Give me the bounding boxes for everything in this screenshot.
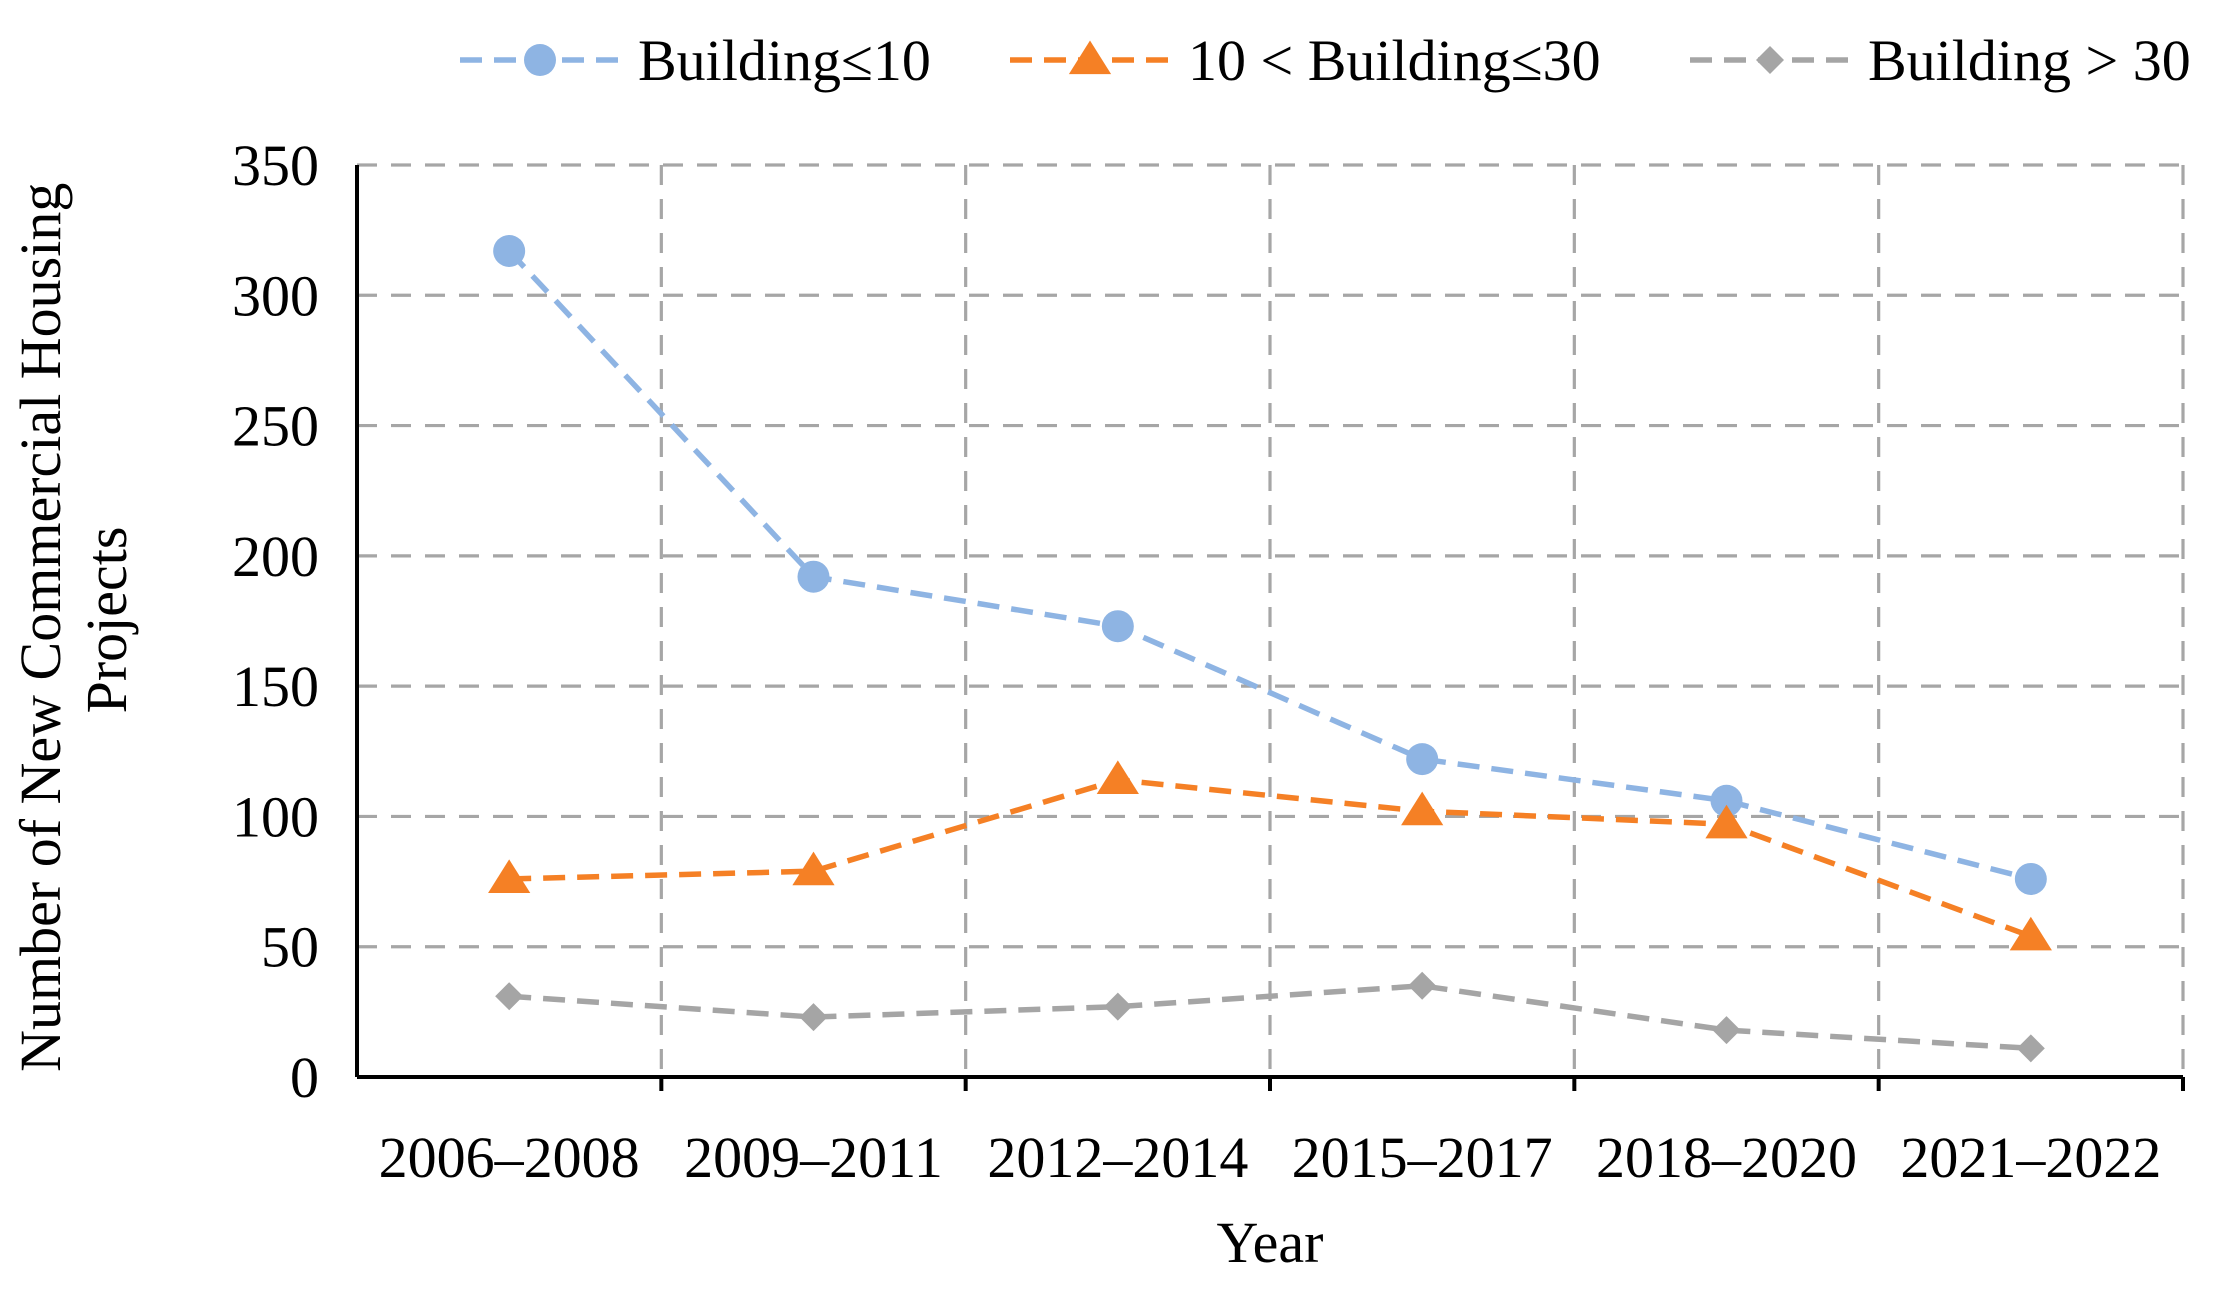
- y-axis-title-line-2: Projects: [74, 527, 139, 714]
- series-3: [495, 971, 2045, 1063]
- legend-label: Building≤10: [638, 28, 931, 93]
- x-tick-label: 2015–2017: [1292, 1125, 1553, 1190]
- y-tick-label: 200: [232, 524, 319, 589]
- series-line: [508, 983, 2031, 1052]
- data-point-triangle: [1705, 804, 1748, 839]
- y-tick-label: 0: [290, 1045, 319, 1110]
- y-tick-label: 300: [232, 263, 319, 328]
- series-group: [488, 234, 2052, 1063]
- y-tick-label: 50: [261, 915, 319, 980]
- data-point-circle: [493, 234, 526, 267]
- data-point-triangle: [488, 859, 531, 894]
- legend-item: 10 < Building≤30: [1010, 28, 1601, 93]
- data-point-circle: [1406, 743, 1439, 776]
- x-tick-label: 2009–2011: [684, 1125, 943, 1190]
- data-point-diamond: [2016, 1034, 2045, 1063]
- series-line: [509, 777, 2032, 939]
- data-point-diamond: [1408, 971, 1437, 1000]
- data-point-triangle: [2009, 916, 2052, 951]
- legend-label: Building > 30: [1868, 28, 2191, 93]
- series-line: [507, 249, 2032, 882]
- x-tick-labels: 2006–2008 2009–2011 2012–2014 2015–2017 2018…: [379, 1125, 2162, 1190]
- y-tick-label: 100: [232, 784, 319, 849]
- axes: [355, 165, 2183, 1079]
- data-point-circle: [797, 560, 830, 593]
- data-point-triangle: [1096, 760, 1139, 795]
- y-tick-label: 250: [232, 394, 319, 459]
- x-tick-label: 2018–2020: [1596, 1125, 1857, 1190]
- legend-item: Building≤10: [460, 28, 931, 93]
- legend-marker-diamond: [1756, 46, 1784, 74]
- data-point-diamond: [495, 982, 524, 1011]
- x-tick-label: 2006–2008: [379, 1125, 640, 1190]
- data-point-circle: [1101, 610, 1134, 643]
- legend-item: Building > 30: [1690, 28, 2191, 93]
- data-point-triangle: [792, 851, 835, 886]
- x-tick-label: 2012–2014: [987, 1125, 1248, 1190]
- series-1: [493, 234, 2047, 895]
- x-tick-label: 2021–2022: [1900, 1125, 2161, 1190]
- data-point-diamond: [799, 1003, 828, 1032]
- data-point-triangle: [1401, 791, 1444, 826]
- y-tick-label: 350: [232, 133, 319, 198]
- data-point-diamond: [1103, 992, 1132, 1021]
- legend-marker-triangle: [1068, 40, 1112, 75]
- data-point-circle: [1710, 784, 1743, 817]
- legend-marker-circle: [524, 44, 556, 76]
- series-2: [488, 760, 2052, 951]
- data-point-diamond: [1712, 1016, 1741, 1045]
- y-axis-title-line-1: Number of New Commercial Housing: [8, 183, 73, 1072]
- y-axis-title: Number of New Commercial Housing Project…: [8, 168, 139, 1072]
- x-axis-title: Year: [1217, 1210, 1324, 1275]
- legend: Building≤10 10 < Building≤30 Building > 30: [460, 28, 2191, 93]
- data-point-circle: [2014, 862, 2047, 895]
- legend-label: 10 < Building≤30: [1188, 28, 1601, 93]
- gridlines: [357, 163, 2185, 1091]
- y-tick-labels: 0 50 100 150 200 250 300 350: [232, 133, 319, 1110]
- y-tick-label: 150: [232, 654, 319, 719]
